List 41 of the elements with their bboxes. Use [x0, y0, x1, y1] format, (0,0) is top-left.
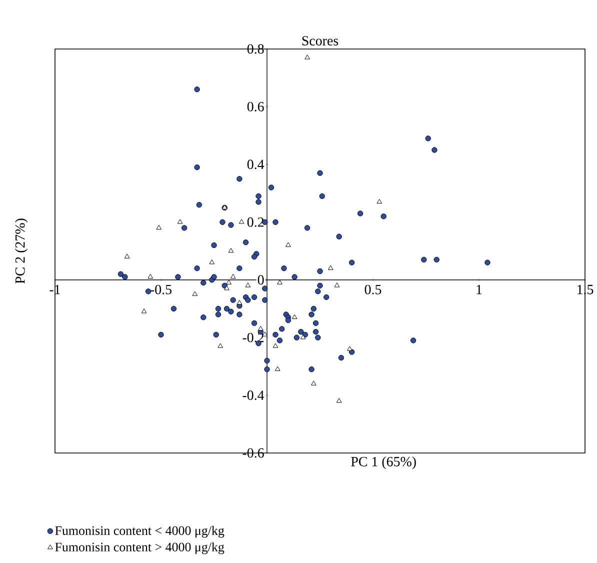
point [258, 326, 264, 331]
x-tick-label: 1 [476, 284, 482, 294]
point [192, 291, 198, 296]
x-tick-label: -0.5 [150, 284, 172, 294]
x-axis-title: PC 1 (65%) [351, 456, 416, 470]
point [226, 280, 232, 284]
point [141, 308, 147, 314]
y-tick-label: 0 [258, 275, 264, 285]
y-axis-title: PC 2 (27%) [14, 218, 28, 284]
legend-label: Fumonisin content > 4000 μg/kg [55, 542, 224, 554]
point [209, 260, 215, 264]
y-tick-label: -0.4 [242, 390, 264, 400]
point [274, 366, 280, 371]
point [286, 242, 291, 247]
point [292, 314, 298, 320]
point [124, 254, 130, 258]
point [148, 274, 154, 279]
point [300, 334, 306, 340]
point [177, 219, 183, 224]
point [328, 265, 334, 270]
x-tick-label: 0.5 [364, 284, 382, 294]
point [376, 198, 382, 204]
point [156, 224, 162, 230]
point [218, 343, 224, 348]
point [347, 346, 352, 351]
legend-label: Fumonisin content < 4000 μg/kg [55, 526, 224, 538]
point [230, 274, 236, 279]
point [238, 219, 244, 224]
point [310, 380, 316, 386]
point [304, 54, 310, 60]
point [334, 282, 340, 288]
chart-title: Scores [302, 36, 338, 46]
y-tick-label: 0.4 [247, 160, 264, 170]
point [336, 398, 342, 403]
point [224, 285, 230, 290]
y-tick-label: 0.6 [247, 102, 264, 112]
point [228, 248, 234, 253]
point [236, 300, 242, 305]
point [245, 282, 251, 288]
point [272, 343, 278, 348]
point [277, 280, 282, 284]
